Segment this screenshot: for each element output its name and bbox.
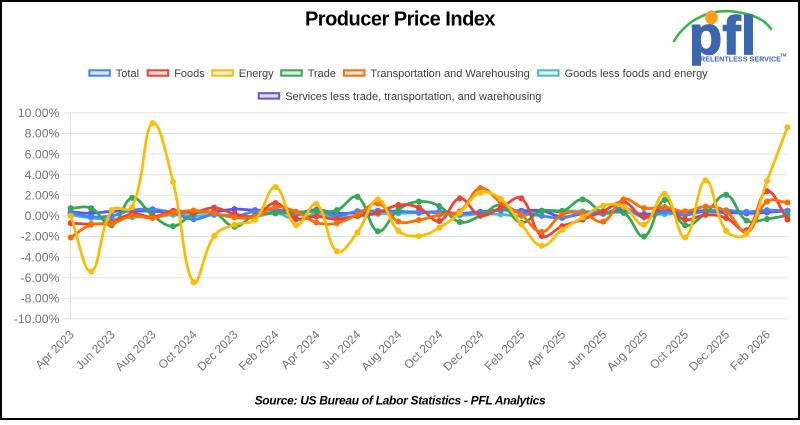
svg-text:Producer Price Index: Producer Price Index bbox=[305, 8, 495, 30]
svg-text:Services less trade, transport: Services less trade, transportation, and… bbox=[285, 91, 541, 103]
svg-text:pfl: pfl bbox=[689, 6, 756, 66]
svg-text:Energy: Energy bbox=[239, 68, 274, 80]
svg-text:TM: TM bbox=[780, 53, 787, 58]
svg-text:-4.00%: -4.00% bbox=[21, 250, 60, 264]
svg-text:6.00%: 6.00% bbox=[25, 147, 60, 161]
svg-text:Foods: Foods bbox=[174, 68, 205, 80]
svg-text:-6.00%: -6.00% bbox=[21, 271, 60, 285]
svg-text:10.00%: 10.00% bbox=[18, 106, 60, 120]
svg-text:Trade: Trade bbox=[308, 68, 336, 80]
svg-text:8.00%: 8.00% bbox=[25, 127, 60, 141]
svg-text:-2.00%: -2.00% bbox=[21, 230, 60, 244]
svg-text:Goods less foods and energy: Goods less foods and energy bbox=[565, 68, 709, 80]
svg-text:4.00%: 4.00% bbox=[25, 168, 60, 182]
svg-text:Total: Total bbox=[116, 68, 139, 80]
svg-text:RELENTLESS SERVICE: RELENTLESS SERVICE bbox=[700, 55, 781, 64]
svg-text:-8.00%: -8.00% bbox=[21, 292, 60, 306]
svg-text:Source: US Bureau of Labor Sta: Source: US Bureau of Labor Statistics - … bbox=[255, 394, 546, 408]
svg-text:Transportation and Warehousing: Transportation and Warehousing bbox=[370, 68, 529, 80]
svg-text:2.00%: 2.00% bbox=[25, 189, 60, 203]
svg-text:-10.00%: -10.00% bbox=[14, 312, 60, 326]
svg-text:0.00%: 0.00% bbox=[25, 209, 60, 223]
